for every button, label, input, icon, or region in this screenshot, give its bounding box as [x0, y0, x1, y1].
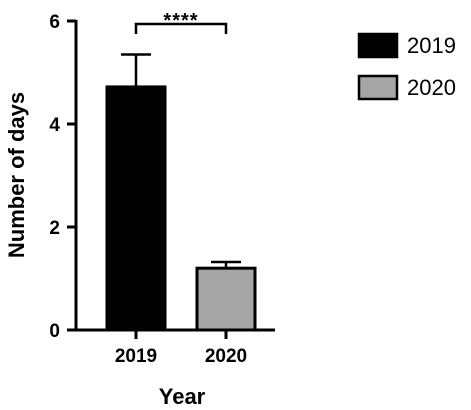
- x-axis-title: Year: [159, 384, 206, 409]
- bar-2020: [195, 266, 257, 332]
- y-tick-label-0: 0: [49, 321, 60, 342]
- legend-label-2020: 2020: [407, 75, 456, 100]
- y-tick-label-2: 2: [49, 218, 60, 239]
- legend-swatch-2020: [357, 74, 399, 101]
- significance-bracket: [134, 22, 228, 34]
- bar-2019: [105, 85, 167, 332]
- y-tick-label-6: 6: [49, 12, 60, 33]
- significance-label: ****: [163, 10, 198, 32]
- x-tick-label-2019: 2019: [115, 346, 157, 367]
- legend-swatch-2019: [357, 32, 399, 59]
- y-tick-label-4: 4: [49, 115, 60, 136]
- x-tick-label-2020: 2020: [205, 346, 247, 367]
- legend: 2019 2020: [357, 32, 456, 101]
- y-axis-title: Number of days: [4, 92, 29, 258]
- legend-label-2019: 2019: [407, 33, 456, 58]
